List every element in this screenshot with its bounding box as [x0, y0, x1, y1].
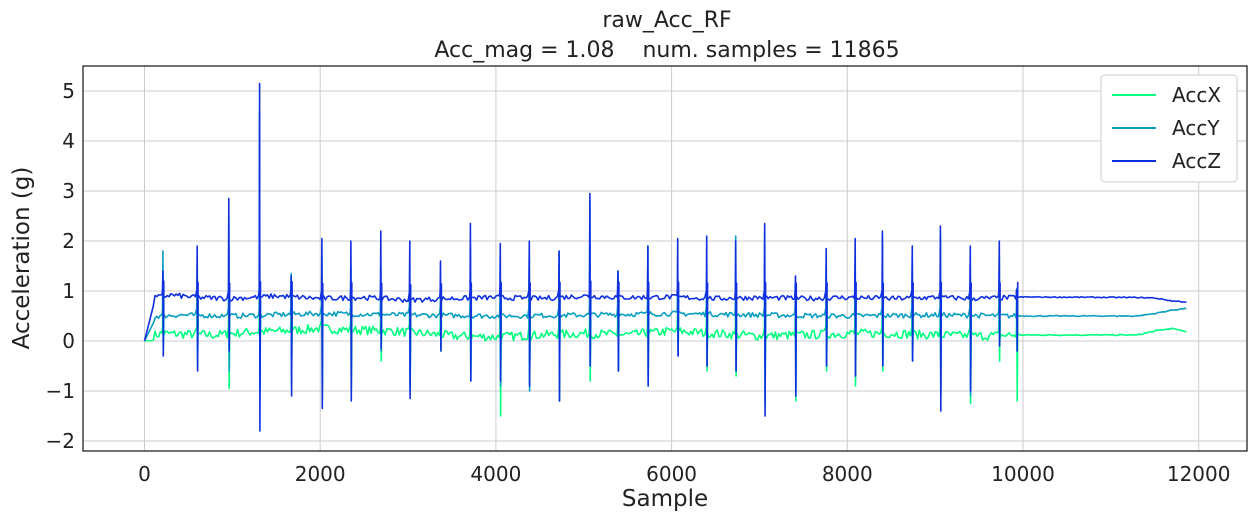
legend-label-accz: AccZ: [1172, 149, 1221, 173]
y-tick-label: −1: [46, 379, 75, 403]
x-tick-label: 4000: [470, 462, 521, 486]
x-tick-label: 0: [138, 462, 151, 486]
series-line-accy: [143, 110, 1187, 407]
x-tick-label: 8000: [822, 462, 873, 486]
y-tick-label: 1: [62, 279, 75, 303]
x-tick-label: 6000: [646, 462, 697, 486]
chart-title: raw_Acc_RF: [602, 8, 731, 33]
grid: [83, 66, 1247, 451]
y-axis-label: Acceleration (g): [9, 167, 35, 350]
x-tick-label: 12000: [1167, 462, 1231, 486]
series-line-accx: [144, 270, 1187, 417]
legend-box: [1100, 74, 1238, 183]
y-tick-label: 5: [62, 79, 75, 103]
series-lines: [143, 82, 1187, 432]
x-axis-label: Sample: [622, 486, 708, 512]
y-tick-label: 4: [62, 129, 75, 153]
y-tick-label: 2: [62, 229, 75, 253]
chart-subtitle: Acc_mag = 1.08 num. samples = 11865: [434, 38, 899, 63]
legend-label-accy: AccY: [1172, 116, 1220, 140]
y-tick-label: −2: [46, 429, 75, 453]
tick-labels: 0 2000 4000 6000 8000 10000 12000 −2 −1 0 1 2 3 4 5: [46, 79, 1231, 486]
plot-frame: [82, 65, 1248, 452]
y-tick-label: 3: [62, 179, 75, 203]
x-tick-label: 10000: [991, 462, 1055, 486]
y-tick-label: 0: [62, 329, 75, 353]
legend: AccX AccY AccZ: [1100, 74, 1238, 183]
x-tick-label: 2000: [295, 462, 346, 486]
legend-label-accx: AccX: [1172, 83, 1221, 107]
series-line-accz: [143, 82, 1187, 432]
